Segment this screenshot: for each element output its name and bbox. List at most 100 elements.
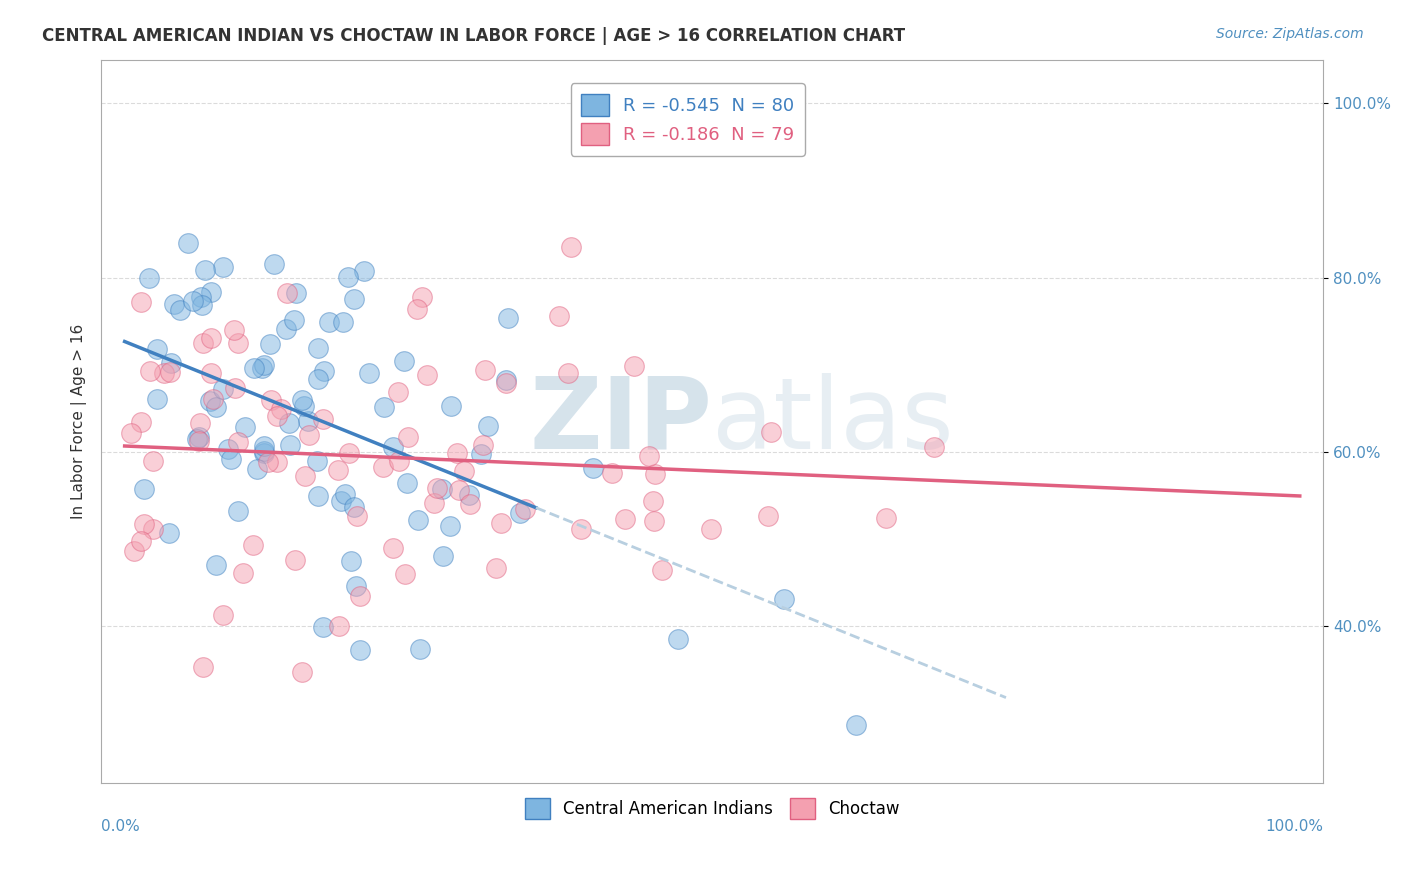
Point	[146, 392, 169, 406]
Point	[131, 295, 153, 310]
Point	[408, 513, 430, 527]
Y-axis label: In Labor Force | Age > 16: In Labor Force | Age > 16	[72, 324, 87, 519]
Point	[124, 544, 146, 558]
Point	[266, 409, 288, 423]
Point	[194, 263, 217, 277]
Point	[191, 660, 214, 674]
Point	[294, 468, 316, 483]
Point	[200, 285, 222, 299]
Point	[187, 430, 209, 444]
Point	[159, 356, 181, 370]
Point	[219, 452, 242, 467]
Point	[571, 522, 593, 536]
Point	[394, 566, 416, 581]
Point	[152, 366, 174, 380]
Point	[318, 315, 340, 329]
Point	[495, 376, 517, 390]
Text: ZIP: ZIP	[529, 373, 713, 470]
Point	[326, 462, 349, 476]
Point	[186, 432, 208, 446]
Point	[169, 303, 191, 318]
Point	[177, 235, 200, 250]
Point	[557, 366, 579, 380]
Point	[423, 496, 446, 510]
Text: Source: ZipAtlas.com: Source: ZipAtlas.com	[1216, 27, 1364, 41]
Point	[142, 454, 165, 468]
Point	[233, 420, 256, 434]
Point	[381, 440, 404, 454]
Point	[600, 466, 623, 480]
Text: atlas: atlas	[713, 373, 953, 470]
Point	[453, 464, 475, 478]
Point	[212, 382, 235, 396]
Point	[188, 416, 211, 430]
Point	[146, 343, 169, 357]
Point	[188, 434, 211, 448]
Point	[307, 341, 329, 355]
Point	[485, 561, 508, 575]
Point	[200, 394, 222, 409]
Point	[432, 549, 454, 563]
Point	[446, 446, 468, 460]
Point	[276, 286, 298, 301]
Point	[405, 302, 427, 317]
Point	[138, 270, 160, 285]
Point	[336, 270, 359, 285]
Point	[224, 323, 246, 337]
Point	[205, 558, 228, 572]
Point	[307, 454, 329, 468]
Point	[129, 415, 152, 429]
Point	[332, 315, 354, 329]
Point	[349, 642, 371, 657]
Point	[509, 506, 531, 520]
Point	[643, 494, 665, 508]
Point	[373, 400, 395, 414]
Point	[132, 482, 155, 496]
Point	[924, 440, 946, 454]
Point	[246, 461, 269, 475]
Point	[297, 414, 319, 428]
Point	[260, 392, 283, 407]
Point	[388, 454, 411, 468]
Point	[387, 384, 409, 399]
Point	[253, 359, 276, 373]
Point	[496, 311, 519, 326]
Point	[292, 399, 315, 413]
Legend: Central American Indians, Choctaw: Central American Indians, Choctaw	[519, 792, 907, 825]
Point	[212, 608, 235, 623]
Point	[371, 460, 394, 475]
Point	[344, 579, 367, 593]
Point	[226, 434, 249, 449]
Point	[283, 312, 305, 326]
Point	[291, 665, 314, 679]
Point	[217, 442, 239, 457]
Point	[212, 260, 235, 274]
Point	[242, 360, 264, 375]
Point	[638, 449, 661, 463]
Point	[339, 446, 361, 460]
Point	[242, 538, 264, 552]
Point	[314, 364, 336, 378]
Point	[250, 360, 273, 375]
Point	[581, 461, 603, 475]
Point	[623, 359, 645, 374]
Point	[396, 476, 419, 491]
Point	[204, 401, 226, 415]
Point	[474, 363, 496, 377]
Point	[277, 416, 299, 430]
Point	[163, 297, 186, 311]
Point	[471, 438, 494, 452]
Point	[263, 257, 285, 271]
Point	[756, 508, 779, 523]
Point	[312, 620, 335, 634]
Point	[470, 447, 492, 461]
Point	[875, 510, 897, 524]
Point	[651, 563, 673, 577]
Point	[226, 335, 249, 350]
Point	[416, 368, 439, 383]
Point	[191, 335, 214, 350]
Point	[349, 589, 371, 603]
Point	[845, 717, 868, 731]
Point	[458, 497, 481, 511]
Point	[409, 641, 432, 656]
